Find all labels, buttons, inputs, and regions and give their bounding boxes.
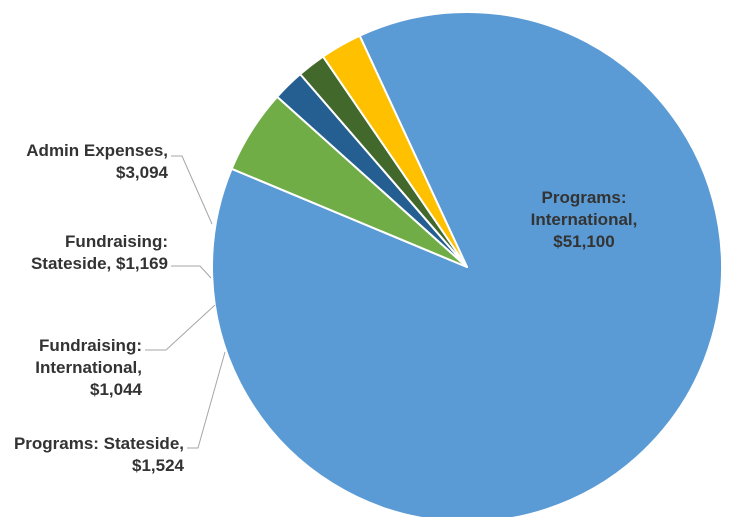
slice-label-line: International, (531, 210, 638, 229)
labels-layer: Programs: International, $51,100 Admin Expe… (14, 141, 637, 475)
slice-label-line: Programs: Stateside, (14, 434, 184, 453)
slice-label-line: $51,100 (553, 232, 614, 251)
slice-label-line: Admin Expenses, (26, 141, 168, 160)
slice-label-line: Fundraising: (65, 232, 168, 251)
leader-lines-layer (145, 155, 226, 449)
pie-slice-programs-international (211, 11, 723, 517)
slice-label: Fundraising: International, $1,044 (35, 336, 142, 399)
slice-label-line: $3,094 (116, 163, 169, 182)
pie-slice-programs-stateside (322, 34, 468, 268)
slice-label-line: International, (35, 358, 142, 377)
slice-label-line: $1,044 (90, 380, 143, 399)
leader-line (145, 304, 216, 351)
slice-label-line: Stateside, $1,169 (31, 254, 168, 273)
slices-layer (211, 11, 723, 517)
slice-label: Admin Expenses, $3,094 (26, 141, 168, 182)
slice-label-line: Fundraising: (39, 336, 142, 355)
slice-label-line: Programs: (541, 188, 626, 207)
leader-line (187, 351, 226, 449)
slice-label: Programs: Stateside, $1,524 (14, 434, 185, 475)
slice-label: Fundraising: Stateside, $1,169 (31, 232, 168, 273)
slice-label-line: $1,524 (132, 456, 185, 475)
leader-line (171, 265, 212, 279)
slice-label: Programs: International, $51,100 (531, 188, 638, 251)
leader-line (171, 155, 213, 225)
